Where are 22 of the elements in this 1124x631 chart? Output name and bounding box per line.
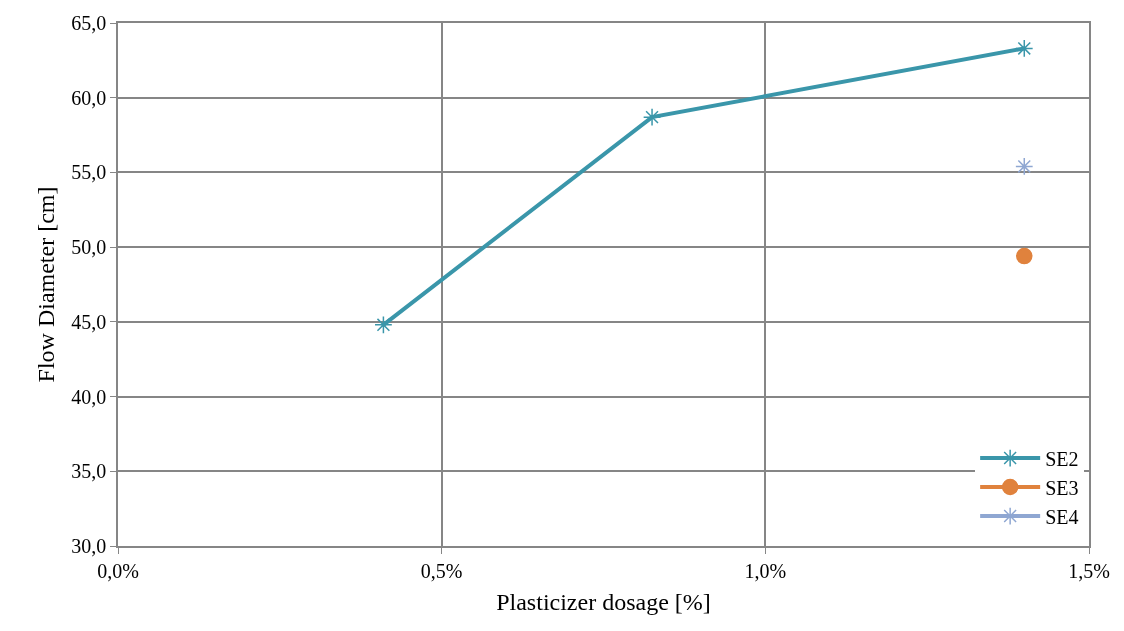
y-tick-label: 35,0 xyxy=(71,460,107,483)
point xyxy=(374,315,393,334)
y-tick-label: 60,0 xyxy=(71,86,107,109)
y-tick-label: 55,0 xyxy=(71,161,107,184)
y-tick-label: 30,0 xyxy=(71,535,107,557)
y-axis-title: Flow Diameter [cm] xyxy=(32,186,59,383)
legend-label: SE2 xyxy=(1045,447,1079,470)
x-tick-label: 1,0% xyxy=(744,559,787,582)
x-axis-title: Plasticizer dosage [%] xyxy=(496,588,711,615)
legend-label: SE3 xyxy=(1045,476,1079,499)
point xyxy=(642,107,662,127)
y-tick-label: 40,0 xyxy=(71,385,107,408)
y-tick-label: 50,0 xyxy=(71,236,107,259)
x-tick-label: 1,5% xyxy=(1068,559,1110,582)
x-tick-label: 0,5% xyxy=(420,559,463,582)
y-tick-label: 65,0 xyxy=(71,12,107,34)
point xyxy=(1015,157,1034,176)
legend-label: SE4 xyxy=(1045,505,1079,528)
x-tick-label: 0,0% xyxy=(97,559,139,582)
point xyxy=(1015,39,1034,58)
point xyxy=(1016,247,1033,265)
y-tick-label: 45,0 xyxy=(71,310,107,333)
